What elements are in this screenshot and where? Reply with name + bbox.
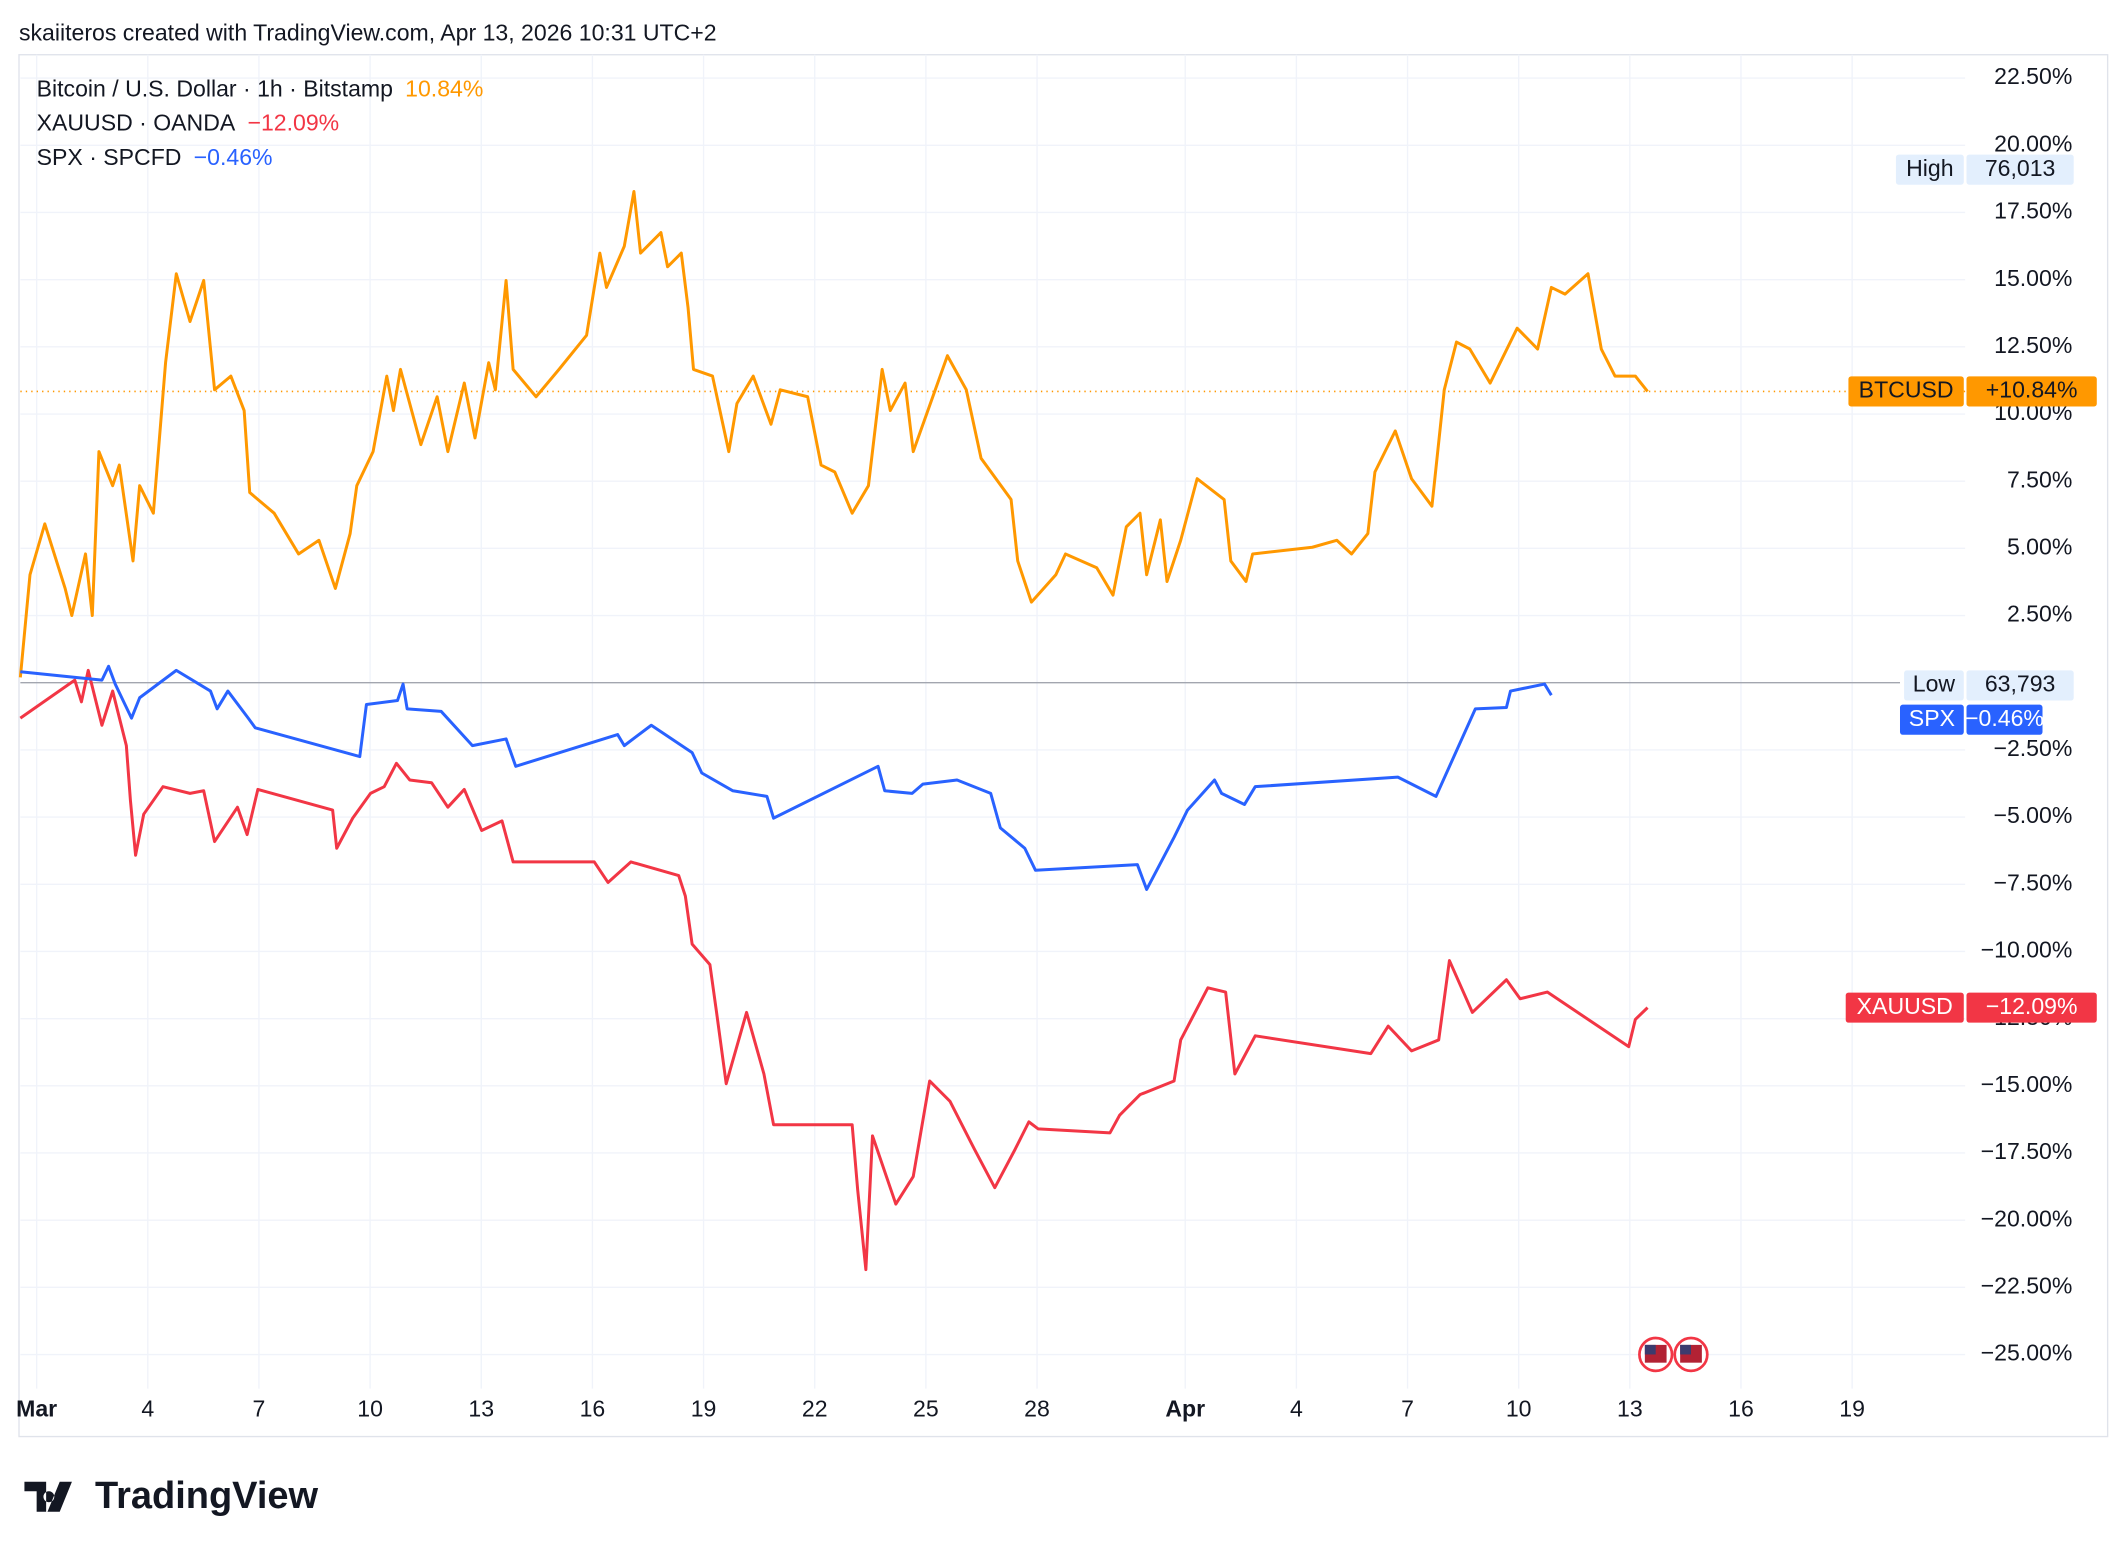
x-tick-label: 28: [1024, 1396, 1050, 1422]
x-tick-label: 19: [691, 1396, 717, 1422]
x-tick-label: 22: [802, 1396, 828, 1422]
tag-value: −0.46%: [1965, 705, 2044, 731]
tag-label: XAUUSD: [1857, 993, 1953, 1019]
x-tick-label: 10: [1506, 1396, 1532, 1422]
tag-box: [1848, 376, 1964, 407]
y-tick-label: 17.50%: [1994, 198, 2072, 224]
series-line: [19, 668, 1649, 1272]
logo-text: TradingView: [95, 1474, 318, 1517]
y-tick-label: 20.00%: [1994, 130, 2072, 156]
legend-name: XAUUSD · OANDA: [37, 110, 236, 136]
tag-value: 63,793: [1985, 671, 2056, 697]
x-tick-label: 25: [913, 1396, 939, 1422]
y-tick-label: −22.50%: [1981, 1272, 2073, 1298]
price-tag: SPX −0.46%: [1900, 704, 2044, 735]
tag-box: [1966, 992, 2097, 1023]
x-tick-label: 16: [580, 1396, 606, 1422]
y-tick-label: −2.50%: [1993, 735, 2072, 761]
event-flag: [1680, 1344, 1691, 1355]
tag-label: High: [1906, 155, 1953, 181]
x-tick-label: 16: [1728, 1396, 1754, 1422]
low-tag: Low 63,793: [1904, 670, 2074, 701]
x-tick-label: 13: [468, 1396, 494, 1422]
series-line: [20, 664, 1553, 891]
tag-label: Low: [1913, 671, 1956, 697]
legend-name: Bitcoin / U.S. Dollar · 1h · Bitstamp: [37, 75, 393, 101]
high-tag: High 76,013: [1895, 154, 2074, 185]
y-tick-label: −25.00%: [1981, 1340, 2073, 1366]
tag-label: BTCUSD: [1859, 376, 1954, 402]
y-tick-label: −20.00%: [1981, 1205, 2073, 1231]
tag-box: [1904, 670, 1964, 701]
legend-value: −0.46%: [194, 144, 273, 170]
x-tick-label: 10: [357, 1396, 383, 1422]
tag-box: [1966, 670, 2074, 701]
y-tick-label: 12.50%: [1994, 332, 2072, 358]
tag-box: [1966, 704, 2043, 735]
tag-value: +10.84%: [1986, 376, 2078, 402]
tag-box: [1845, 992, 1964, 1023]
legend-value: −12.09%: [247, 110, 339, 136]
logo-icon: [24, 1481, 72, 1512]
y-tick-label: 22.50%: [1994, 63, 2072, 89]
x-tick-label: 7: [1401, 1396, 1414, 1422]
y-tick-label: 2.50%: [2007, 601, 2072, 627]
y-tick-label: −7.50%: [1993, 869, 2072, 895]
x-tick-label: Mar: [16, 1396, 57, 1422]
logo: TradingView: [24, 1474, 318, 1517]
y-tick-label: −17.50%: [1981, 1138, 2073, 1164]
x-tick-label: 4: [1290, 1396, 1303, 1422]
y-tick-label: −10.00%: [1981, 937, 2073, 963]
y-tick-label: −15.00%: [1981, 1071, 2073, 1097]
tag-box: [1966, 376, 2097, 407]
x-tick-label: 4: [141, 1396, 154, 1422]
x-tick-label: Apr: [1165, 1396, 1205, 1422]
y-tick-label: 7.50%: [2007, 466, 2072, 492]
chart-frame: [18, 54, 2109, 1438]
x-tick-label: 7: [253, 1396, 266, 1422]
header: skaiiteros created with TradingView.com,…: [19, 19, 717, 45]
tag-value: 76,013: [1985, 155, 2056, 181]
x-tick-label: 19: [1839, 1396, 1865, 1422]
tag-value: −12.09%: [1986, 993, 2078, 1019]
price-tag: BTCUSD +10.84%: [1848, 376, 2097, 407]
legend-value: 10.84%: [405, 75, 483, 101]
tag-box: [1900, 704, 1964, 735]
x-tick-label: 13: [1617, 1396, 1643, 1422]
event-flag: [1644, 1344, 1656, 1355]
y-tick-label: 15.00%: [1994, 265, 2072, 291]
legend-name: SPX · SPCFD: [37, 144, 182, 170]
y-tick-label: −5.00%: [1993, 802, 2072, 828]
tag-box: [1895, 154, 1964, 185]
y-tick-label: 5.00%: [2007, 533, 2072, 559]
series-line: [18, 190, 1649, 678]
tag-box: [1966, 154, 2074, 185]
tag-label: SPX: [1909, 705, 1955, 731]
price-tag: XAUUSD −12.09%: [1845, 992, 2097, 1023]
